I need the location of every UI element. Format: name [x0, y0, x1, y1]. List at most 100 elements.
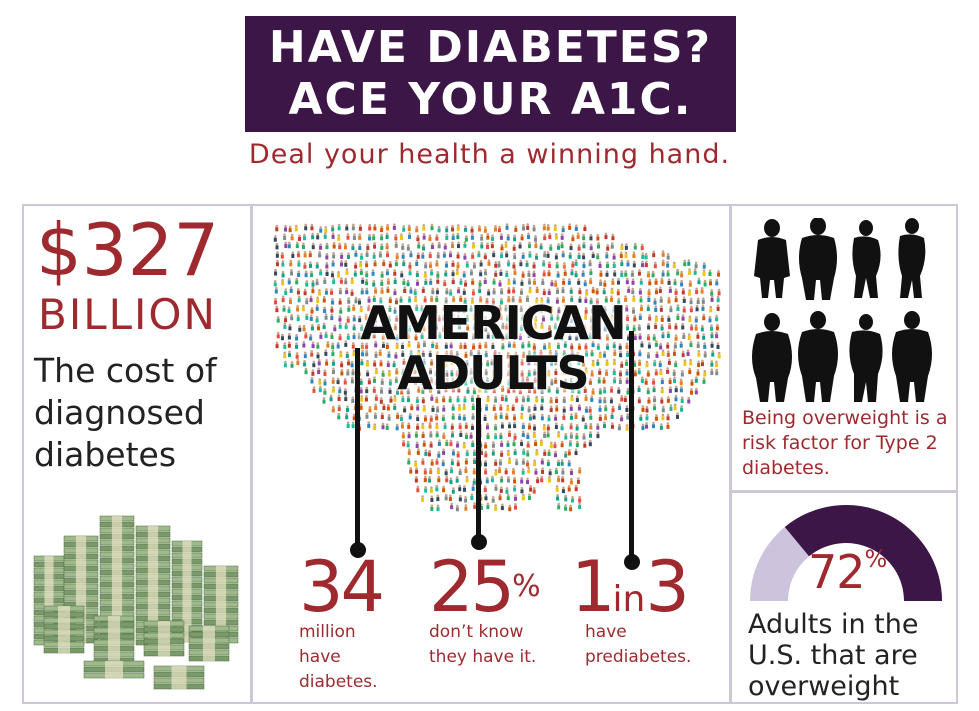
crowd-person	[632, 295, 636, 302]
crowd-person	[351, 243, 355, 251]
crowd-person	[492, 369, 496, 377]
crowd-person	[710, 368, 714, 375]
crowd-person	[379, 359, 383, 367]
crowd-person	[589, 277, 593, 285]
crowd-person	[323, 306, 327, 314]
crowd-person	[462, 369, 466, 376]
crowd-person	[661, 413, 665, 421]
crowd-person	[290, 268, 294, 276]
crowd-person	[494, 459, 498, 466]
crowd-person	[491, 332, 495, 339]
crowd-person	[464, 457, 468, 465]
crowd-person	[436, 494, 440, 502]
crowd-person	[414, 475, 418, 483]
crowd-person	[638, 359, 642, 366]
crowd-person	[449, 332, 453, 339]
crowd-person	[603, 306, 607, 313]
crowd-person	[512, 261, 516, 269]
crowd-person	[471, 413, 475, 420]
crowd-person	[585, 289, 589, 296]
crowd-person	[554, 322, 558, 330]
crowd-person	[543, 431, 547, 438]
crowd-person	[681, 322, 685, 330]
crowd-person	[458, 422, 462, 430]
crowd-person	[430, 394, 434, 401]
crowd-person	[633, 242, 637, 250]
crowd-person	[387, 351, 391, 358]
crowd-person	[521, 493, 525, 501]
crowd-person	[543, 368, 547, 376]
crowd-person	[465, 315, 469, 322]
crowd-person	[534, 241, 538, 249]
stat-unaware-label: don’t know they have it.	[429, 622, 537, 667]
crowd-person	[611, 405, 615, 413]
stat-diabetes-number: 34	[299, 546, 385, 628]
crowd-person	[442, 432, 446, 439]
crowd-person	[567, 459, 571, 467]
crowd-person	[331, 377, 335, 384]
crowd-person	[519, 288, 523, 295]
tagline: Deal your health a winning hand.	[248, 139, 731, 170]
crowd-person	[556, 270, 560, 278]
crowd-person	[645, 405, 649, 413]
crowd-person	[303, 351, 307, 359]
crowd-person	[344, 322, 348, 330]
crowd-person	[666, 367, 670, 374]
crowd-person	[574, 484, 578, 492]
crowd-person	[373, 242, 377, 249]
crowd-person	[710, 341, 714, 348]
crowd-person	[415, 467, 419, 474]
crowd-person	[287, 306, 291, 314]
crowd-person	[589, 422, 593, 430]
crowd-person	[640, 376, 644, 383]
crowd-person	[659, 342, 663, 350]
crowd-person	[688, 367, 692, 375]
crowd-person	[646, 387, 650, 395]
crowd-person	[365, 342, 369, 350]
crowd-person	[682, 296, 686, 303]
crowd-person	[325, 252, 329, 260]
crowd-person	[717, 270, 721, 277]
crowd-person	[547, 261, 551, 268]
crowd-person	[443, 242, 447, 250]
crowd-person	[526, 432, 530, 440]
crowd-person	[380, 271, 384, 278]
crowd-person	[331, 367, 335, 375]
crowd-person	[484, 493, 488, 501]
crowd-person	[337, 270, 341, 278]
crowd-person	[547, 342, 551, 349]
crowd-person	[637, 367, 641, 375]
crowd-person	[512, 341, 516, 348]
crowd-person	[604, 404, 608, 412]
crowd-person	[415, 270, 419, 278]
crowd-person	[561, 475, 565, 483]
crowd-person	[436, 467, 440, 475]
crowd-person	[350, 360, 354, 368]
crowd-person	[463, 342, 467, 349]
crowd-person	[483, 277, 487, 284]
crowd-person	[297, 250, 301, 258]
crowd-person	[578, 367, 582, 375]
crowd-person	[322, 397, 326, 404]
crowd-person	[715, 323, 719, 331]
crowd-person	[598, 387, 602, 395]
crowd-person	[472, 261, 476, 269]
crowd-person	[435, 259, 439, 267]
crowd-person	[458, 413, 462, 421]
crowd-person	[546, 430, 550, 438]
crowd-person	[365, 360, 369, 367]
crowd-person	[428, 251, 432, 259]
crowd-person	[548, 349, 552, 357]
crowd-person	[557, 243, 561, 250]
crowd-person	[625, 424, 629, 431]
crowd-person	[569, 287, 573, 294]
crowd-person	[365, 412, 369, 419]
crowd-person	[602, 421, 606, 429]
crowd-person	[620, 259, 624, 267]
crowd-person	[612, 358, 616, 366]
crowd-person	[395, 333, 399, 341]
crowd-person	[672, 261, 676, 269]
crowd-person	[557, 430, 561, 438]
crowd-person	[365, 386, 369, 394]
crowd-person	[715, 278, 719, 286]
